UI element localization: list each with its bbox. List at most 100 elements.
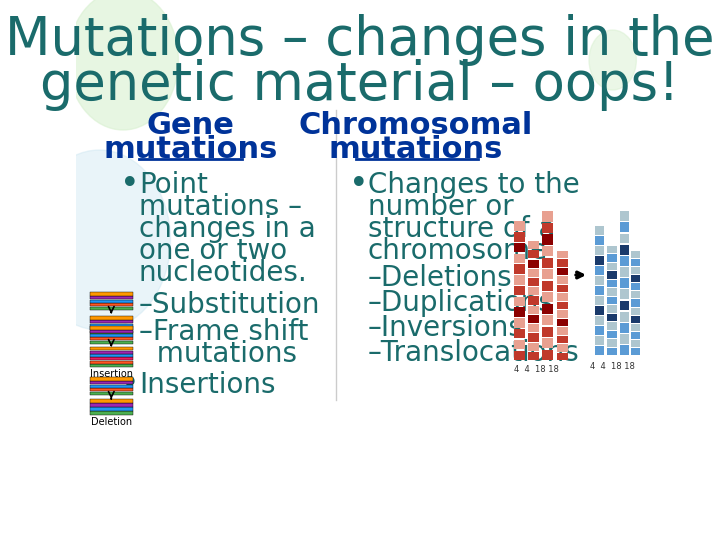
Bar: [542, 269, 554, 279]
Bar: [514, 318, 525, 328]
Text: 4  4  18 18: 4 4 18 18: [590, 362, 635, 371]
FancyBboxPatch shape: [90, 392, 133, 395]
Text: •: •: [120, 168, 139, 201]
Bar: [542, 281, 554, 291]
FancyBboxPatch shape: [90, 347, 133, 350]
Bar: [542, 246, 554, 256]
FancyBboxPatch shape: [90, 326, 133, 329]
Circle shape: [28, 150, 171, 330]
Bar: [595, 236, 604, 245]
Bar: [514, 350, 525, 360]
Bar: [514, 340, 525, 349]
Bar: [631, 348, 640, 355]
FancyBboxPatch shape: [90, 407, 133, 411]
Text: –Translocations: –Translocations: [368, 339, 580, 367]
FancyBboxPatch shape: [90, 381, 133, 384]
Bar: [528, 296, 539, 305]
Bar: [620, 301, 629, 310]
Bar: [528, 269, 539, 277]
FancyBboxPatch shape: [90, 320, 133, 323]
Bar: [595, 266, 604, 275]
FancyBboxPatch shape: [90, 400, 133, 403]
FancyBboxPatch shape: [90, 388, 133, 392]
Bar: [620, 334, 629, 344]
Bar: [607, 254, 616, 262]
Bar: [557, 319, 567, 326]
Bar: [631, 267, 640, 274]
Bar: [528, 324, 539, 332]
Bar: [631, 323, 640, 331]
Text: 4  4  18 18: 4 4 18 18: [513, 365, 559, 374]
Text: Gene: Gene: [146, 111, 234, 139]
Bar: [620, 211, 629, 221]
Bar: [528, 306, 539, 314]
Text: Changes to the: Changes to the: [368, 171, 580, 199]
Text: mutations: mutations: [103, 136, 277, 165]
Circle shape: [68, 0, 179, 130]
Text: mutations –: mutations –: [139, 193, 302, 221]
Bar: [595, 306, 604, 315]
Bar: [595, 286, 604, 295]
Bar: [607, 330, 616, 338]
Bar: [620, 312, 629, 321]
Bar: [595, 326, 604, 335]
Bar: [595, 246, 604, 255]
Bar: [631, 332, 640, 339]
Bar: [528, 287, 539, 295]
Bar: [557, 310, 567, 318]
Text: Insertions: Insertions: [139, 371, 276, 399]
FancyBboxPatch shape: [90, 384, 133, 388]
Text: •: •: [120, 368, 139, 402]
FancyBboxPatch shape: [90, 377, 133, 381]
Text: –Duplications: –Duplications: [368, 289, 554, 317]
Bar: [542, 350, 554, 360]
Bar: [595, 336, 604, 345]
Bar: [514, 296, 525, 306]
Bar: [528, 352, 539, 360]
Bar: [595, 296, 604, 305]
Bar: [542, 315, 554, 326]
Bar: [557, 302, 567, 309]
Bar: [595, 256, 604, 265]
Bar: [620, 267, 629, 277]
Bar: [595, 276, 604, 285]
Bar: [620, 345, 629, 355]
Bar: [542, 292, 554, 302]
FancyBboxPatch shape: [90, 411, 133, 415]
Bar: [620, 289, 629, 299]
Bar: [620, 278, 629, 288]
Text: changes in a: changes in a: [139, 215, 315, 243]
Bar: [542, 303, 554, 314]
Bar: [631, 300, 640, 307]
FancyBboxPatch shape: [90, 334, 133, 337]
Text: structure of a: structure of a: [368, 215, 555, 243]
FancyBboxPatch shape: [90, 327, 133, 330]
Bar: [620, 323, 629, 333]
Bar: [607, 322, 616, 329]
Bar: [528, 333, 539, 341]
Bar: [607, 272, 616, 279]
FancyBboxPatch shape: [90, 350, 133, 354]
Bar: [607, 280, 616, 287]
Bar: [528, 241, 539, 249]
FancyBboxPatch shape: [90, 341, 133, 344]
Bar: [620, 256, 629, 266]
FancyBboxPatch shape: [90, 364, 133, 367]
Bar: [514, 243, 525, 252]
FancyBboxPatch shape: [90, 316, 133, 320]
Bar: [607, 288, 616, 296]
Bar: [620, 245, 629, 255]
Text: genetic material – oops!: genetic material – oops!: [40, 59, 680, 111]
Bar: [557, 285, 567, 292]
FancyBboxPatch shape: [90, 357, 133, 360]
Bar: [631, 275, 640, 282]
Text: Mutations – changes in the: Mutations – changes in the: [5, 14, 715, 66]
Text: Insertion: Insertion: [90, 369, 132, 379]
Text: one or two: one or two: [139, 237, 287, 265]
Bar: [514, 286, 525, 295]
Bar: [514, 232, 525, 241]
FancyBboxPatch shape: [90, 296, 133, 299]
Text: –Inversions: –Inversions: [368, 314, 523, 342]
Circle shape: [589, 30, 636, 90]
Bar: [528, 278, 539, 286]
